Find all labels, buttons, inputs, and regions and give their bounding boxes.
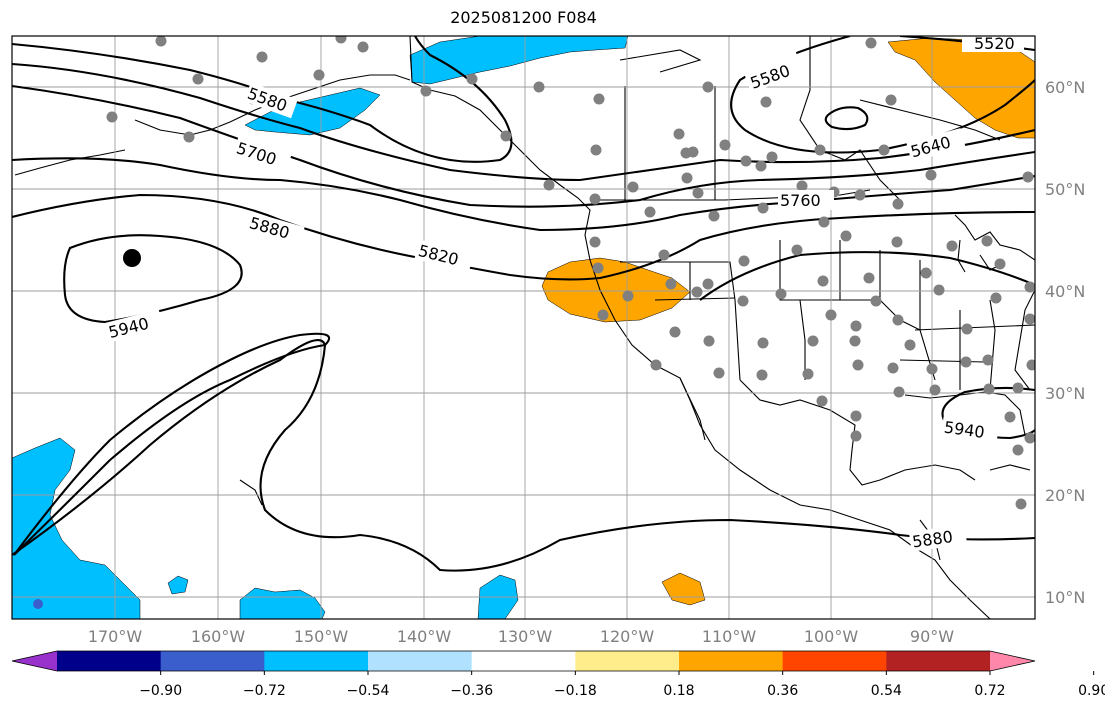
map-title: 2025081200 F084 [450,8,597,27]
high-center-marker [123,249,141,267]
colorbar-segment [57,651,162,671]
colorbar-outline [11,650,1036,672]
colorbar-tick-label: −0.54 [347,683,390,699]
lon-label-120w: 120°W [600,627,655,646]
colorbar-tick-label: −0.72 [243,683,286,699]
lon-label-170w: 170°W [88,627,143,646]
longitude-labels: 170°W 160°W 150°W 140°W 130°W 120°W 110°… [88,627,954,646]
colorbar-tick-label: 0.90 [1078,683,1105,699]
lat-label-50n: 50°N [1045,180,1085,199]
lat-label-20n: 20°N [1045,486,1085,505]
negative-anomaly-small-1 [167,575,189,595]
contour-5760 [12,157,1035,232]
contour-5580-west [12,36,513,163]
contour-5880-east [699,251,1035,301]
negative-anomaly-southwest [12,437,141,619]
map-frame [11,35,1036,620]
lat-label-10n: 10°N [1045,588,1085,607]
lon-label-90w: 90°W [910,627,954,646]
colorbar-extend-high [990,651,1035,671]
station-markers [106,36,1035,510]
colorbar-segment [886,651,991,671]
lon-label-160w: 160°W [191,627,246,646]
latitude-labels: 60°N 50°N 40°N 30°N 20°N 10°N [1045,78,1085,607]
colorbar-tick-label: 0.72 [974,683,1005,699]
colorbar-tick-label: −0.18 [554,683,597,699]
lat-label-30n: 30°N [1045,384,1085,403]
coastlines [14,36,1035,619]
graticule [12,36,1035,619]
colorbar-ticks: −0.90 −0.72 −0.54 −0.36 −0.18 0.18 0.36 0.54 0.7… [139,671,1105,699]
contour-label: 5520 [974,34,1015,53]
negative-anomaly-dot [33,599,43,609]
contour-5700 [12,84,1035,208]
contour-labels: 5520 5580 5580 5640 5700 5760 5820 5880 … [104,34,1024,552]
colorbar-segment [471,651,576,671]
contour-5940-west [63,234,243,324]
colorbar-extend-low [12,651,57,671]
contour-5640-west [12,62,581,182]
colorbar-segment [160,651,265,671]
lon-label-110w: 110°W [702,627,757,646]
anomaly-fills [12,36,1035,619]
colorbar-segment [368,651,473,671]
lon-label-100w: 100°W [804,627,859,646]
contour-closed-low [824,106,869,131]
lon-label-130w: 130°W [498,627,553,646]
colorbar-segments [11,650,1036,672]
contour-5880 [13,332,331,556]
negative-anomaly-small-2 [239,587,326,619]
colorbar-segment [782,651,887,671]
colorbar-tick-label: 0.54 [871,683,902,699]
colorbar-tick-label: −0.36 [450,683,493,699]
contour-label: 5760 [780,191,821,210]
colorbar-segment [575,651,680,671]
colorbar-segment [679,651,784,671]
lat-label-60n: 60°N [1045,78,1085,97]
colorbar-segment [264,651,369,671]
negative-anomaly-alaska-gulf [409,36,629,85]
contour-5880-main [12,339,1035,572]
colorbar-tick-label: 0.18 [663,683,694,699]
lat-label-40n: 40°N [1045,282,1085,301]
lon-label-140w: 140°W [397,627,452,646]
colorbar: −0.90 −0.72 −0.54 −0.36 −0.18 0.18 0.36 0.54 0.7… [11,650,1105,699]
lon-label-150w: 150°W [294,627,349,646]
positive-anomaly-west-us [541,257,691,323]
colorbar-tick-label: −0.90 [139,683,182,699]
colorbar-tick-label: 0.36 [767,683,798,699]
